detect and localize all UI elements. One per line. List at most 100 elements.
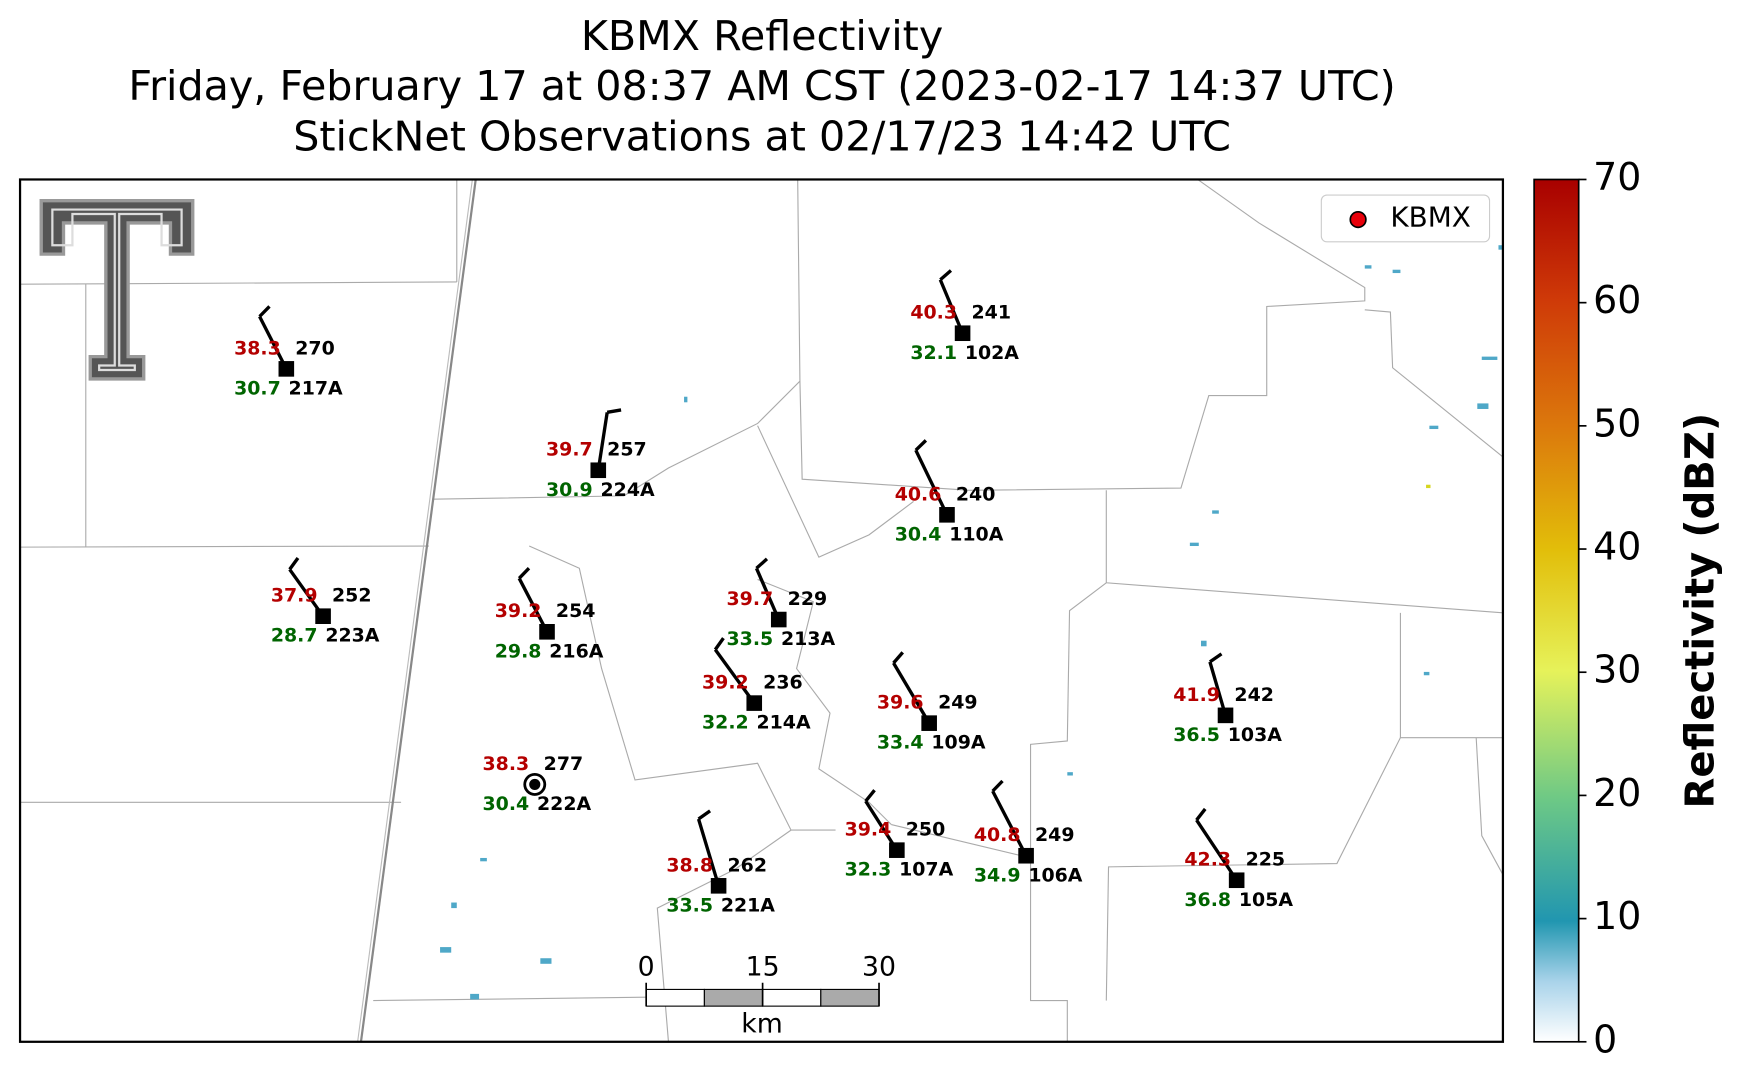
- station-value: 241: [971, 302, 1011, 324]
- station-value: 242: [1234, 684, 1274, 706]
- wind-barb: [914, 439, 928, 452]
- calm-wind-marker: [523, 773, 547, 796]
- station-id: 106A: [1028, 864, 1082, 886]
- station-marker: [1228, 872, 1245, 889]
- wind-barb: [1208, 652, 1223, 664]
- temperature: 38.8: [666, 854, 713, 876]
- wind-barb: [991, 790, 1028, 857]
- map-area: 38.3 270 30.7 217A 39.7 257 30.9 224A 37.9 252 28.…: [18, 178, 1505, 1043]
- wind-barb: [713, 637, 725, 651]
- wind-barb: [864, 789, 876, 803]
- wind-barb: [606, 408, 622, 414]
- station-id: 214A: [756, 712, 810, 734]
- university-logo: [39, 198, 195, 381]
- station-value: 252: [332, 585, 371, 607]
- colorbar-tick-label: 60: [1593, 278, 1641, 322]
- state-border: [357, 179, 473, 1042]
- dewpoint: 33.5: [666, 894, 713, 916]
- county-lines: [20, 179, 1504, 1042]
- temperature: 42.3: [1184, 849, 1231, 871]
- station-value: 229: [788, 588, 827, 610]
- station-value: 250: [906, 819, 946, 841]
- wind-barb: [697, 809, 712, 821]
- wind-barb: [1208, 661, 1228, 716]
- legend-marker: [1349, 210, 1367, 229]
- scale-segment: [820, 988, 880, 1007]
- station-value: 254: [556, 600, 595, 622]
- station-id: 109A: [931, 732, 985, 754]
- temperature: 37.9: [271, 585, 318, 607]
- dewpoint: 32.1: [910, 342, 957, 364]
- scale-tick-label: 0: [638, 952, 655, 983]
- scale-segment: [703, 988, 764, 1007]
- wind-barb: [864, 800, 899, 852]
- legend: KBMX: [1320, 194, 1491, 243]
- dewpoint: 36.8: [1184, 889, 1231, 911]
- temperature: 39.4: [845, 819, 892, 841]
- station-id: 103A: [1228, 724, 1282, 746]
- wind-barb: [938, 279, 965, 334]
- wind-barb: [517, 567, 531, 580]
- dewpoint: 30.7: [234, 377, 281, 399]
- map-frame: [18, 178, 1505, 1043]
- wind-barb: [939, 269, 953, 282]
- station-marker: [315, 608, 331, 625]
- station-value: 277: [544, 753, 583, 775]
- station-marker: [889, 842, 905, 858]
- station-id: 110A: [949, 523, 1003, 545]
- station-value: 257: [607, 439, 646, 461]
- dewpoint: 32.3: [845, 859, 892, 881]
- station-marker: [770, 611, 787, 628]
- scale-unit: km: [741, 1009, 783, 1040]
- station-marker: [1217, 707, 1234, 724]
- temperature: 41.9: [1173, 684, 1220, 706]
- temperature: 40.6: [895, 483, 942, 505]
- dewpoint: 33.4: [877, 732, 924, 754]
- temperature: 38.3: [483, 753, 530, 775]
- dewpoint: 32.2: [702, 712, 749, 734]
- colorbar-tick-label: 20: [1593, 771, 1641, 815]
- scale-tick-label: 30: [862, 952, 896, 983]
- legend-box: [1320, 194, 1491, 243]
- temperature: 40.8: [974, 824, 1021, 846]
- wind-barb: [258, 305, 271, 318]
- station-id: 221A: [721, 894, 775, 916]
- station-marker: [539, 624, 555, 640]
- dewpoint: 28.7: [271, 625, 318, 647]
- state-border: [359, 179, 477, 1042]
- station-marker: [954, 325, 971, 342]
- reflectivity-echoes: [440, 245, 1503, 1000]
- dewpoint: 30.4: [895, 523, 942, 545]
- wind-barb: [1195, 819, 1239, 882]
- station-value: 249: [1035, 824, 1075, 846]
- station-id: 224A: [601, 479, 655, 501]
- map-background: [20, 179, 1503, 1042]
- colorbar-label: Reflectivity (dBZ): [1677, 413, 1723, 809]
- wind-barb: [892, 651, 905, 665]
- wind-barb: [258, 315, 288, 370]
- station-id: 223A: [325, 625, 379, 647]
- colorbar-ramp: [1533, 178, 1580, 1043]
- temperature: 39.7: [546, 439, 593, 461]
- wind-barb: [991, 779, 1004, 793]
- temperature: 39.2: [495, 600, 542, 622]
- temperature: 38.3: [234, 337, 281, 359]
- legend-label: KBMX: [1390, 200, 1470, 233]
- station-value: 240: [956, 483, 995, 505]
- station-id: 102A: [965, 342, 1019, 364]
- station-value: 270: [295, 337, 334, 359]
- stations: 38.3 270 30.7 217A 39.7 257 30.9 224A 37.9 252 28.…: [234, 269, 1293, 916]
- wind-barb: [754, 567, 781, 621]
- wind-barb: [696, 818, 721, 887]
- colorbar-tick-label: 30: [1593, 648, 1641, 692]
- wind-barb: [517, 577, 549, 633]
- dewpoint: 30.9: [546, 479, 593, 501]
- wind-barb: [914, 449, 949, 516]
- scale-tick-label: 15: [746, 952, 780, 983]
- wind-barb: [892, 662, 931, 725]
- station-value: 262: [728, 854, 768, 876]
- title: KBMX Reflectivity: [581, 12, 943, 60]
- dewpoint: 34.9: [974, 864, 1021, 886]
- scale-bar: 0 15 30 km: [638, 952, 896, 1040]
- station-id: 222A: [537, 793, 591, 815]
